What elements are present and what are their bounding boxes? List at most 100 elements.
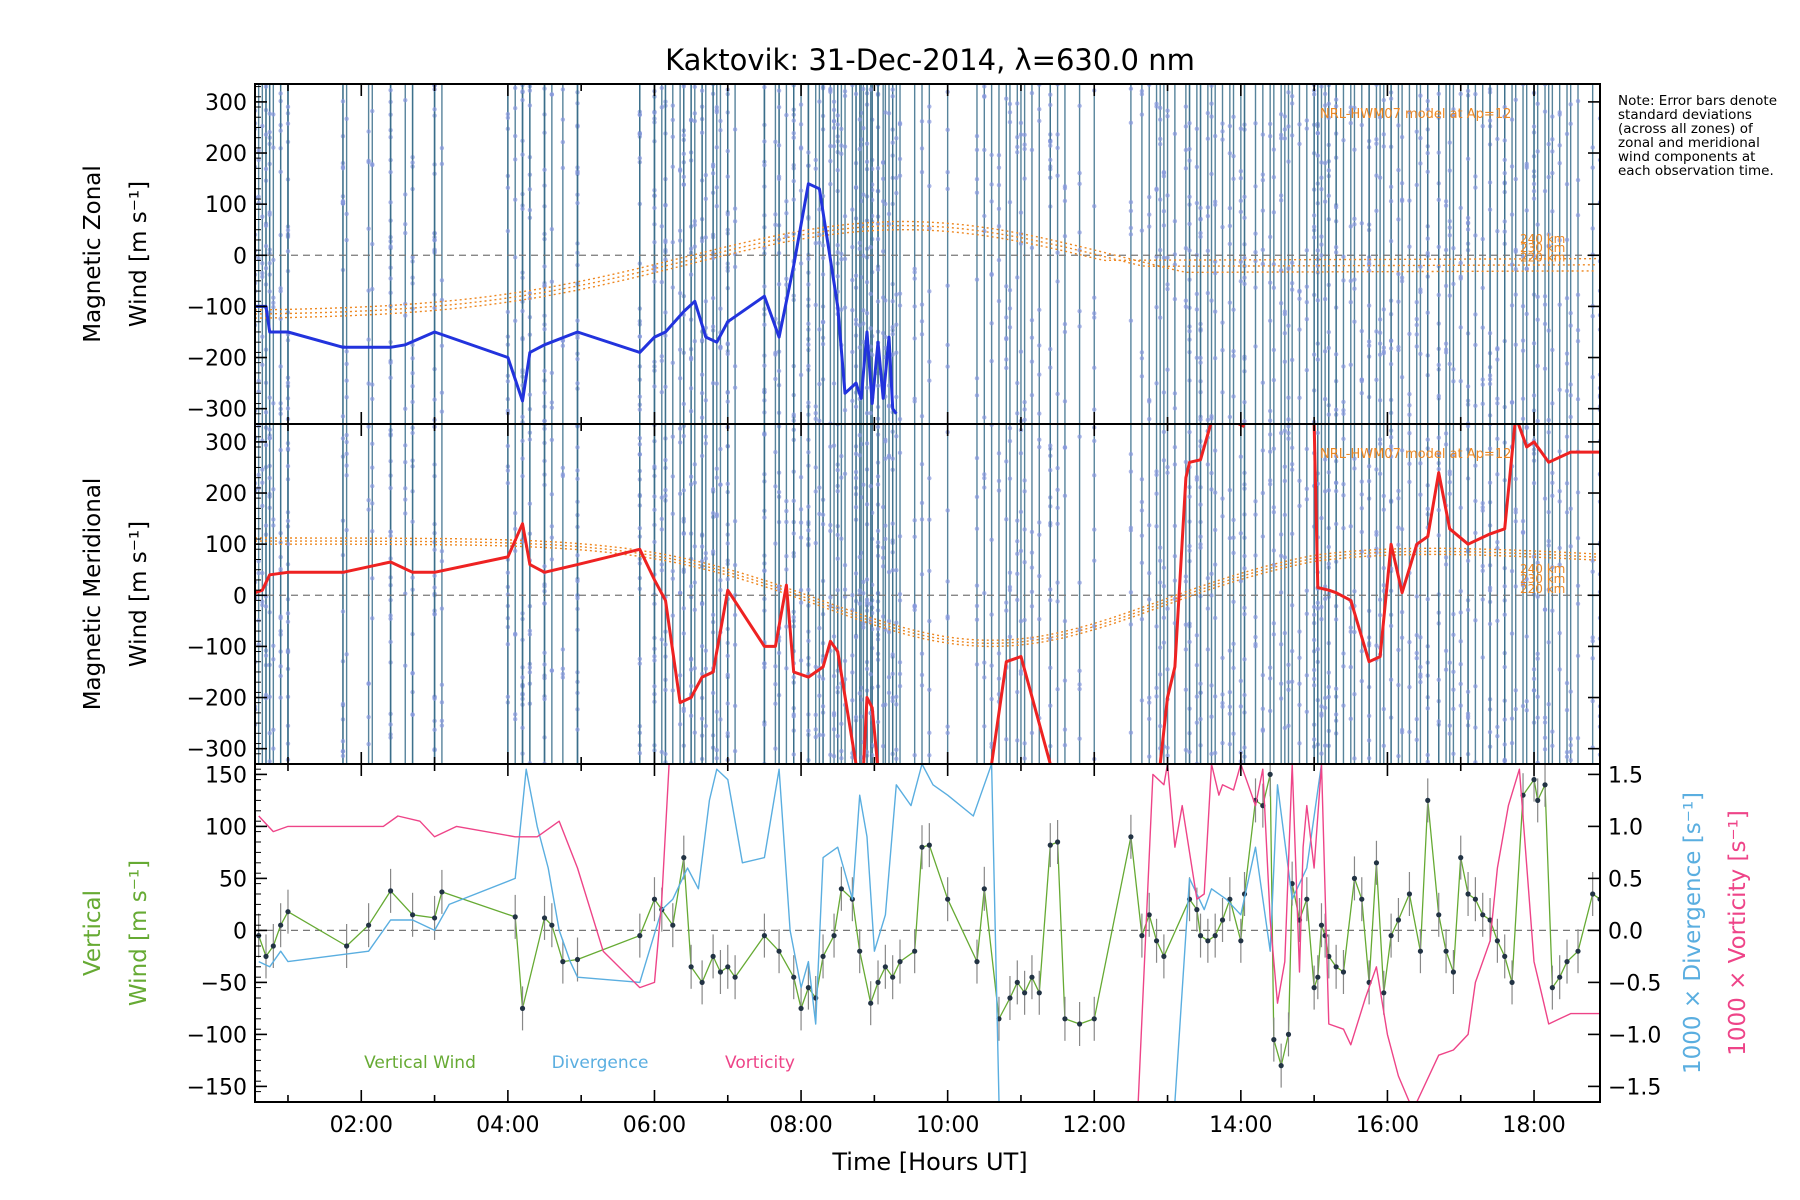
zone-sample-dot xyxy=(989,696,994,702)
zone-sample-dot xyxy=(366,288,371,293)
zone-sample-dot xyxy=(681,606,686,611)
zone-sample-dot xyxy=(1575,583,1581,588)
zone-sample-dot xyxy=(256,157,261,163)
zone-sample-dot xyxy=(1377,175,1383,180)
zone-sample-dot xyxy=(1154,304,1159,310)
zone-sample-dot xyxy=(703,299,708,304)
zone-sample-dot xyxy=(982,147,987,153)
vertical-wind-point xyxy=(1139,933,1145,939)
zone-sample-dot xyxy=(762,515,767,520)
zone-sample-dot xyxy=(1447,361,1452,367)
zone-sample-dot xyxy=(1322,396,1328,402)
zone-sample-dot xyxy=(560,117,566,122)
zone-sample-dot xyxy=(1564,434,1570,439)
vertical-wind-point xyxy=(974,959,980,965)
zone-sample-dot xyxy=(850,277,855,283)
zone-sample-dot xyxy=(1374,643,1379,648)
zone-sample-dot xyxy=(1242,611,1247,617)
zone-sample-dot xyxy=(806,282,811,287)
zone-sample-dot xyxy=(725,148,730,154)
zone-sample-dot xyxy=(1209,101,1214,106)
zone-sample-dot xyxy=(1399,526,1405,532)
x-tick-label: 08:00 xyxy=(769,1113,832,1138)
zone-sample-dot xyxy=(853,451,859,457)
zone-sample-dot xyxy=(1326,670,1332,675)
zone-sample-dot xyxy=(681,433,686,439)
zone-sample-dot xyxy=(835,685,840,690)
zone-sample-dot xyxy=(1520,703,1526,709)
zone-sample-dot xyxy=(996,676,1002,681)
zone-sample-dot xyxy=(1465,215,1471,221)
x-tick-label: 16:00 xyxy=(1356,1113,1419,1138)
zone-sample-dot xyxy=(1022,176,1027,181)
zone-sample-dot xyxy=(1037,444,1042,450)
zone-sample-dot xyxy=(1557,489,1562,494)
zone-sample-dot xyxy=(527,187,533,192)
zone-sample-dot xyxy=(271,257,276,263)
zone-sample-dot xyxy=(806,450,811,455)
zone-sample-dot xyxy=(1396,525,1401,530)
zone-sample-dot xyxy=(1590,569,1595,574)
zone-sample-dot xyxy=(575,578,580,584)
zone-sample-dot xyxy=(912,276,917,281)
zone-sample-dot xyxy=(1524,424,1529,430)
zone-sample-dot xyxy=(1531,181,1537,187)
zone-sample-dot xyxy=(1425,250,1430,256)
zone-sample-dot xyxy=(1172,523,1178,529)
zone-sample-dot xyxy=(688,409,694,414)
zone-sample-dot xyxy=(1048,587,1053,592)
zone-sample-dot xyxy=(1568,414,1573,420)
zone-sample-dot xyxy=(549,524,555,529)
zone-sample-dot xyxy=(1311,352,1317,357)
zone-sample-dot xyxy=(1487,207,1493,212)
zone-sample-dot xyxy=(989,152,994,158)
zone-sample-dot xyxy=(945,364,950,369)
zone-sample-dot xyxy=(1319,186,1324,192)
zone-sample-dot xyxy=(820,732,826,738)
zone-sample-dot xyxy=(1359,678,1364,684)
zone-sample-dot xyxy=(1220,137,1225,142)
zone-sample-dot xyxy=(260,270,265,276)
zone-sample-dot xyxy=(366,741,371,747)
zone-sample-dot xyxy=(692,118,697,124)
zone-sample-dot xyxy=(1037,437,1042,442)
zone-sample-dot xyxy=(267,436,272,441)
chart-title: Kaktovik: 31-Dec-2014, λ=630.0 nm xyxy=(665,43,1195,77)
zone-sample-dot xyxy=(1366,713,1372,719)
zone-sample-dot xyxy=(688,482,694,487)
zone-sample-dot xyxy=(513,632,518,637)
zone-sample-dot xyxy=(1407,109,1412,115)
zone-sample-dot xyxy=(1161,169,1167,175)
zone-sample-dot xyxy=(1238,259,1244,264)
zone-sample-dot xyxy=(1473,91,1478,97)
zone-sample-dot xyxy=(1022,617,1027,623)
zone-sample-dot xyxy=(1077,668,1082,674)
zone-sample-dot xyxy=(670,613,675,618)
zone-sample-dot xyxy=(989,182,994,187)
zone-sample-dot xyxy=(560,666,566,671)
zone-sample-dot xyxy=(1520,338,1526,343)
zone-sample-dot xyxy=(1451,367,1456,372)
vertical-wind-point xyxy=(1494,938,1500,944)
zone-sample-dot xyxy=(652,239,657,245)
y-axis-label: Vertical xyxy=(80,890,106,976)
zone-sample-dot xyxy=(1183,579,1189,584)
zone-sample-dot xyxy=(1055,132,1060,137)
zone-sample-dot xyxy=(410,712,415,718)
zone-sample-dot xyxy=(520,206,525,212)
zone-sample-dot xyxy=(828,86,833,92)
vertical-wind-point xyxy=(1315,974,1321,980)
y-tick-label: −200 xyxy=(187,347,247,372)
zone-sample-dot xyxy=(919,461,925,467)
zone-sample-dot xyxy=(1341,481,1346,487)
zone-sample-dot xyxy=(1575,98,1581,104)
zone-sample-dot xyxy=(894,322,899,327)
zone-sample-dot xyxy=(1147,716,1152,722)
zone-sample-dot xyxy=(974,190,980,195)
zone-sample-dot xyxy=(1451,632,1456,637)
zone-sample-dot xyxy=(890,568,895,573)
zone-sample-dot xyxy=(1198,681,1203,686)
zone-sample-dot xyxy=(370,108,375,114)
zone-sample-dot xyxy=(1018,451,1024,456)
zone-sample-dot xyxy=(857,323,862,328)
